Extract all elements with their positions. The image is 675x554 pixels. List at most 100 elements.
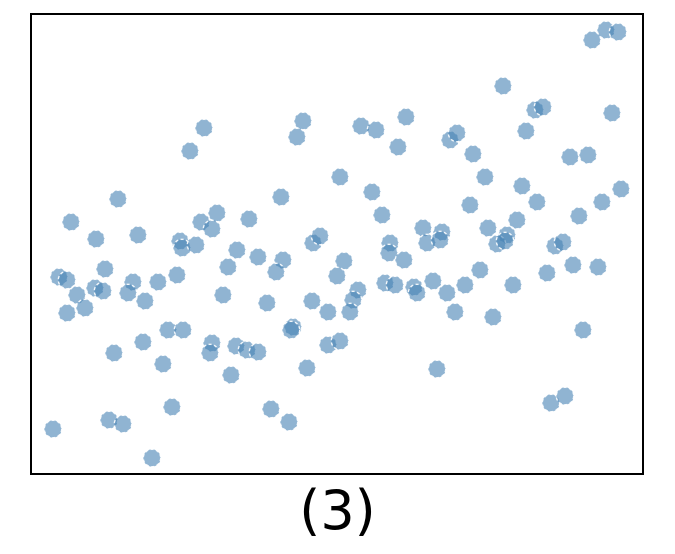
- scatter-point: [257, 293, 277, 313]
- scatter-point: [592, 192, 612, 212]
- scatter-point: [611, 179, 631, 199]
- scatter-point: [330, 331, 350, 351]
- scatter-point: [430, 230, 450, 250]
- scatter-point: [608, 22, 628, 42]
- scatter-point: [213, 285, 233, 305]
- scatter-point: [527, 192, 547, 212]
- scatter-point: [158, 320, 178, 340]
- scatter-point: [388, 137, 408, 157]
- scatter-point: [57, 270, 77, 290]
- scatter-point: [148, 272, 168, 292]
- scatter-point: [553, 232, 573, 252]
- scatter-point: [93, 281, 113, 301]
- scatter-point: [95, 259, 115, 279]
- scatter-point: [340, 302, 360, 322]
- scatter-point: [563, 255, 583, 275]
- scatter-point: [200, 343, 220, 363]
- plot-frame: [30, 13, 644, 475]
- scatter-point: [266, 262, 286, 282]
- scatter-point: [445, 302, 465, 322]
- scatter-point: [503, 275, 523, 295]
- scatter-point: [202, 219, 222, 239]
- scatter-point: [297, 358, 317, 378]
- scatter-point: [207, 203, 227, 223]
- scatter-point: [318, 302, 338, 322]
- plot-area: [30, 13, 644, 475]
- scatter-point: [67, 285, 87, 305]
- scatter-point: [43, 419, 63, 439]
- scatter-point: [173, 320, 193, 340]
- scatter-point: [113, 414, 133, 434]
- scatter-point: [248, 247, 268, 267]
- scatter-point: [142, 448, 162, 468]
- scatter-point: [533, 97, 553, 117]
- scatter-point: [455, 275, 475, 295]
- scatter-point: [287, 127, 307, 147]
- scatter-point: [281, 320, 301, 340]
- scatter-point: [128, 225, 148, 245]
- scatter-point: [512, 176, 532, 196]
- scatter-point: [330, 167, 350, 187]
- scatter-point: [133, 332, 153, 352]
- scatter-point: [302, 291, 322, 311]
- scatter-point: [239, 209, 259, 229]
- scatter-point: [362, 182, 382, 202]
- scatter-point: [108, 189, 128, 209]
- scatter-point: [475, 167, 495, 187]
- subplot-caption: (3): [299, 479, 376, 542]
- scatter-point: [569, 206, 589, 226]
- scatter-point: [394, 250, 414, 270]
- scatter-point: [310, 226, 330, 246]
- scatter-point: [396, 107, 416, 127]
- scatter-point: [118, 283, 138, 303]
- scatter-point: [75, 298, 95, 318]
- scatter-point: [507, 210, 527, 230]
- scatter-point: [560, 147, 580, 167]
- scatter-point: [271, 187, 291, 207]
- scatter-points: [43, 20, 631, 468]
- scatter-point: [463, 144, 483, 164]
- scatter-plot: [30, 13, 644, 475]
- scatter-point: [470, 260, 490, 280]
- scatter-point: [385, 275, 405, 295]
- scatter-point: [573, 320, 593, 340]
- scatter-point: [537, 263, 557, 283]
- scatter-point: [221, 365, 241, 385]
- scatter-point: [366, 120, 386, 140]
- scatter-point: [602, 103, 622, 123]
- scatter-point: [493, 76, 513, 96]
- scatter-point: [407, 283, 427, 303]
- scatter-point: [372, 205, 392, 225]
- scatter-point: [495, 231, 515, 251]
- scatter-point: [61, 212, 81, 232]
- scatter-point: [186, 235, 206, 255]
- scatter-point: [437, 283, 457, 303]
- scatter-point: [135, 291, 155, 311]
- scatter-point: [460, 195, 480, 215]
- scatter-point: [227, 240, 247, 260]
- scatter-point: [86, 229, 106, 249]
- scatter-point: [261, 399, 281, 419]
- scatter-point: [582, 30, 602, 50]
- scatter-point: [104, 343, 124, 363]
- scatter-point: [327, 266, 347, 286]
- scatter-point: [516, 121, 536, 141]
- scatter-point: [162, 397, 182, 417]
- scatter-point: [279, 412, 299, 432]
- scatter-point: [379, 243, 399, 263]
- scatter-point: [218, 257, 238, 277]
- scatter-point: [57, 303, 77, 323]
- scatter-point: [427, 359, 447, 379]
- scatter-point: [588, 257, 608, 277]
- scatter-point: [180, 141, 200, 161]
- scatter-point: [167, 265, 187, 285]
- scatter-point: [423, 271, 443, 291]
- scatter-point: [578, 145, 598, 165]
- scatter-point: [293, 111, 313, 131]
- scatter-point: [555, 386, 575, 406]
- scatter-point: [483, 307, 503, 327]
- scatter-point: [248, 342, 268, 362]
- scatter-point: [447, 123, 467, 143]
- scatter-point: [413, 218, 433, 238]
